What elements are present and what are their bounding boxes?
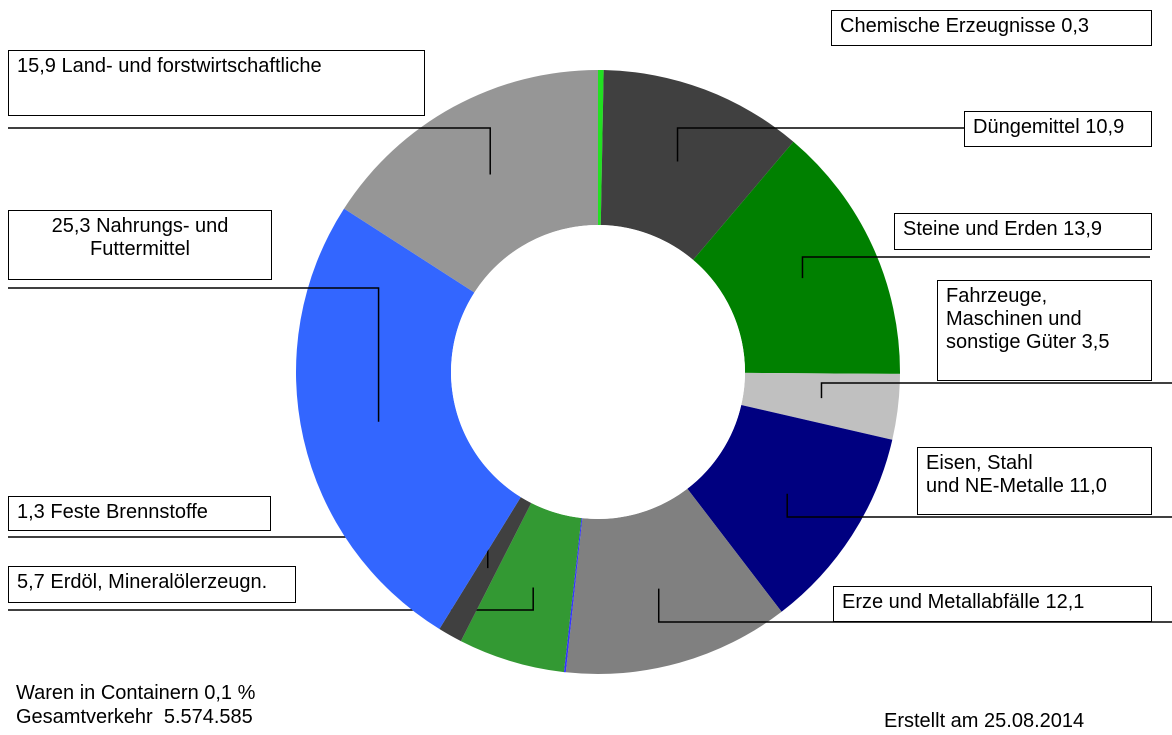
- value-label: 25,3: [51, 215, 91, 237]
- donut-segment: [693, 141, 900, 374]
- leader-line: [820, 382, 1172, 399]
- category-label: Nahrungs- und Futtermittel: [89, 215, 229, 260]
- label-box: Düngemittel 10,9: [964, 111, 1152, 147]
- category-label: Land- und forstwirtschaftliche: [61, 55, 322, 77]
- label-box: 1,3 Feste Brennstoffe: [8, 496, 271, 531]
- donut-segment: [439, 497, 532, 642]
- category-label: Chemische Erzeugnisse: [840, 15, 1056, 37]
- leader-line: [8, 127, 491, 175]
- value-label: 15,9: [17, 55, 56, 77]
- value-label: 10,9: [1085, 116, 1125, 138]
- leader-line: [786, 493, 1172, 518]
- donut-segment: [687, 404, 893, 612]
- value-label: 11,0: [1069, 475, 1107, 497]
- category-label: Feste Brennstoffe: [50, 501, 208, 523]
- note: Gesamtverkehr 5.574.585: [16, 706, 253, 728]
- container-label: Waren in Containern 0,1 %: [16, 682, 255, 705]
- value-label: 3,5: [1081, 331, 1110, 353]
- label-box: Chemische Erzeugnisse 0,3: [831, 10, 1152, 46]
- value-label: 13,9: [1063, 218, 1103, 240]
- label-box: Fahrzeuge, Maschinen und sonstige Güter …: [937, 280, 1152, 381]
- donut-segment: [295, 208, 521, 630]
- donut-segment: [600, 70, 794, 260]
- value-label: 5,7: [17, 571, 45, 593]
- label-box: Steine und Erden 13,9: [894, 213, 1152, 250]
- leader-line: [801, 256, 1150, 279]
- donut-segment: [344, 70, 598, 293]
- leader-line: [8, 287, 380, 422]
- donut-hole: [451, 225, 745, 519]
- label-box: 5,7 Erdöl, Mineralölerzeugn.: [8, 566, 296, 603]
- label-box: 25,3 Nahrungs- und Futtermittel: [8, 210, 272, 280]
- label-box: 15,9 Land- und forstwirtschaftliche: [8, 50, 425, 116]
- donut-segment: [563, 518, 583, 673]
- created: Erstellt am 25.08.2014: [884, 710, 1085, 732]
- donut-segment: [565, 488, 782, 674]
- category-label: Düngemittel: [973, 116, 1080, 138]
- donut-segment: [598, 70, 604, 226]
- label-box: Erze und Metallabfälle 12,1: [833, 586, 1152, 622]
- category-label: Erdöl, Mineralölerzeugn.: [50, 571, 268, 593]
- value-label: 0,3: [1061, 15, 1090, 37]
- category-label: Waren in Containern: [16, 682, 199, 704]
- leader-line: [8, 587, 534, 611]
- value-label: 12,1: [1045, 591, 1085, 613]
- category-label: Steine und Erden: [903, 218, 1058, 240]
- category-label: Eisen, Stahl und NE-Metalle: [926, 452, 1064, 497]
- label-box: Eisen, Stahl und NE-Metalle 11,0: [917, 447, 1152, 515]
- category-label: Fahrzeuge, Maschinen und sonstige Güter: [946, 285, 1082, 353]
- value-label: 1,3: [17, 501, 45, 523]
- donut-segment: [460, 502, 582, 673]
- value-label: 0,1 %: [204, 682, 256, 704]
- leader-line: [657, 588, 1172, 623]
- donut-segment: [741, 372, 900, 440]
- category-label: Erze und Metallabfälle: [842, 591, 1040, 613]
